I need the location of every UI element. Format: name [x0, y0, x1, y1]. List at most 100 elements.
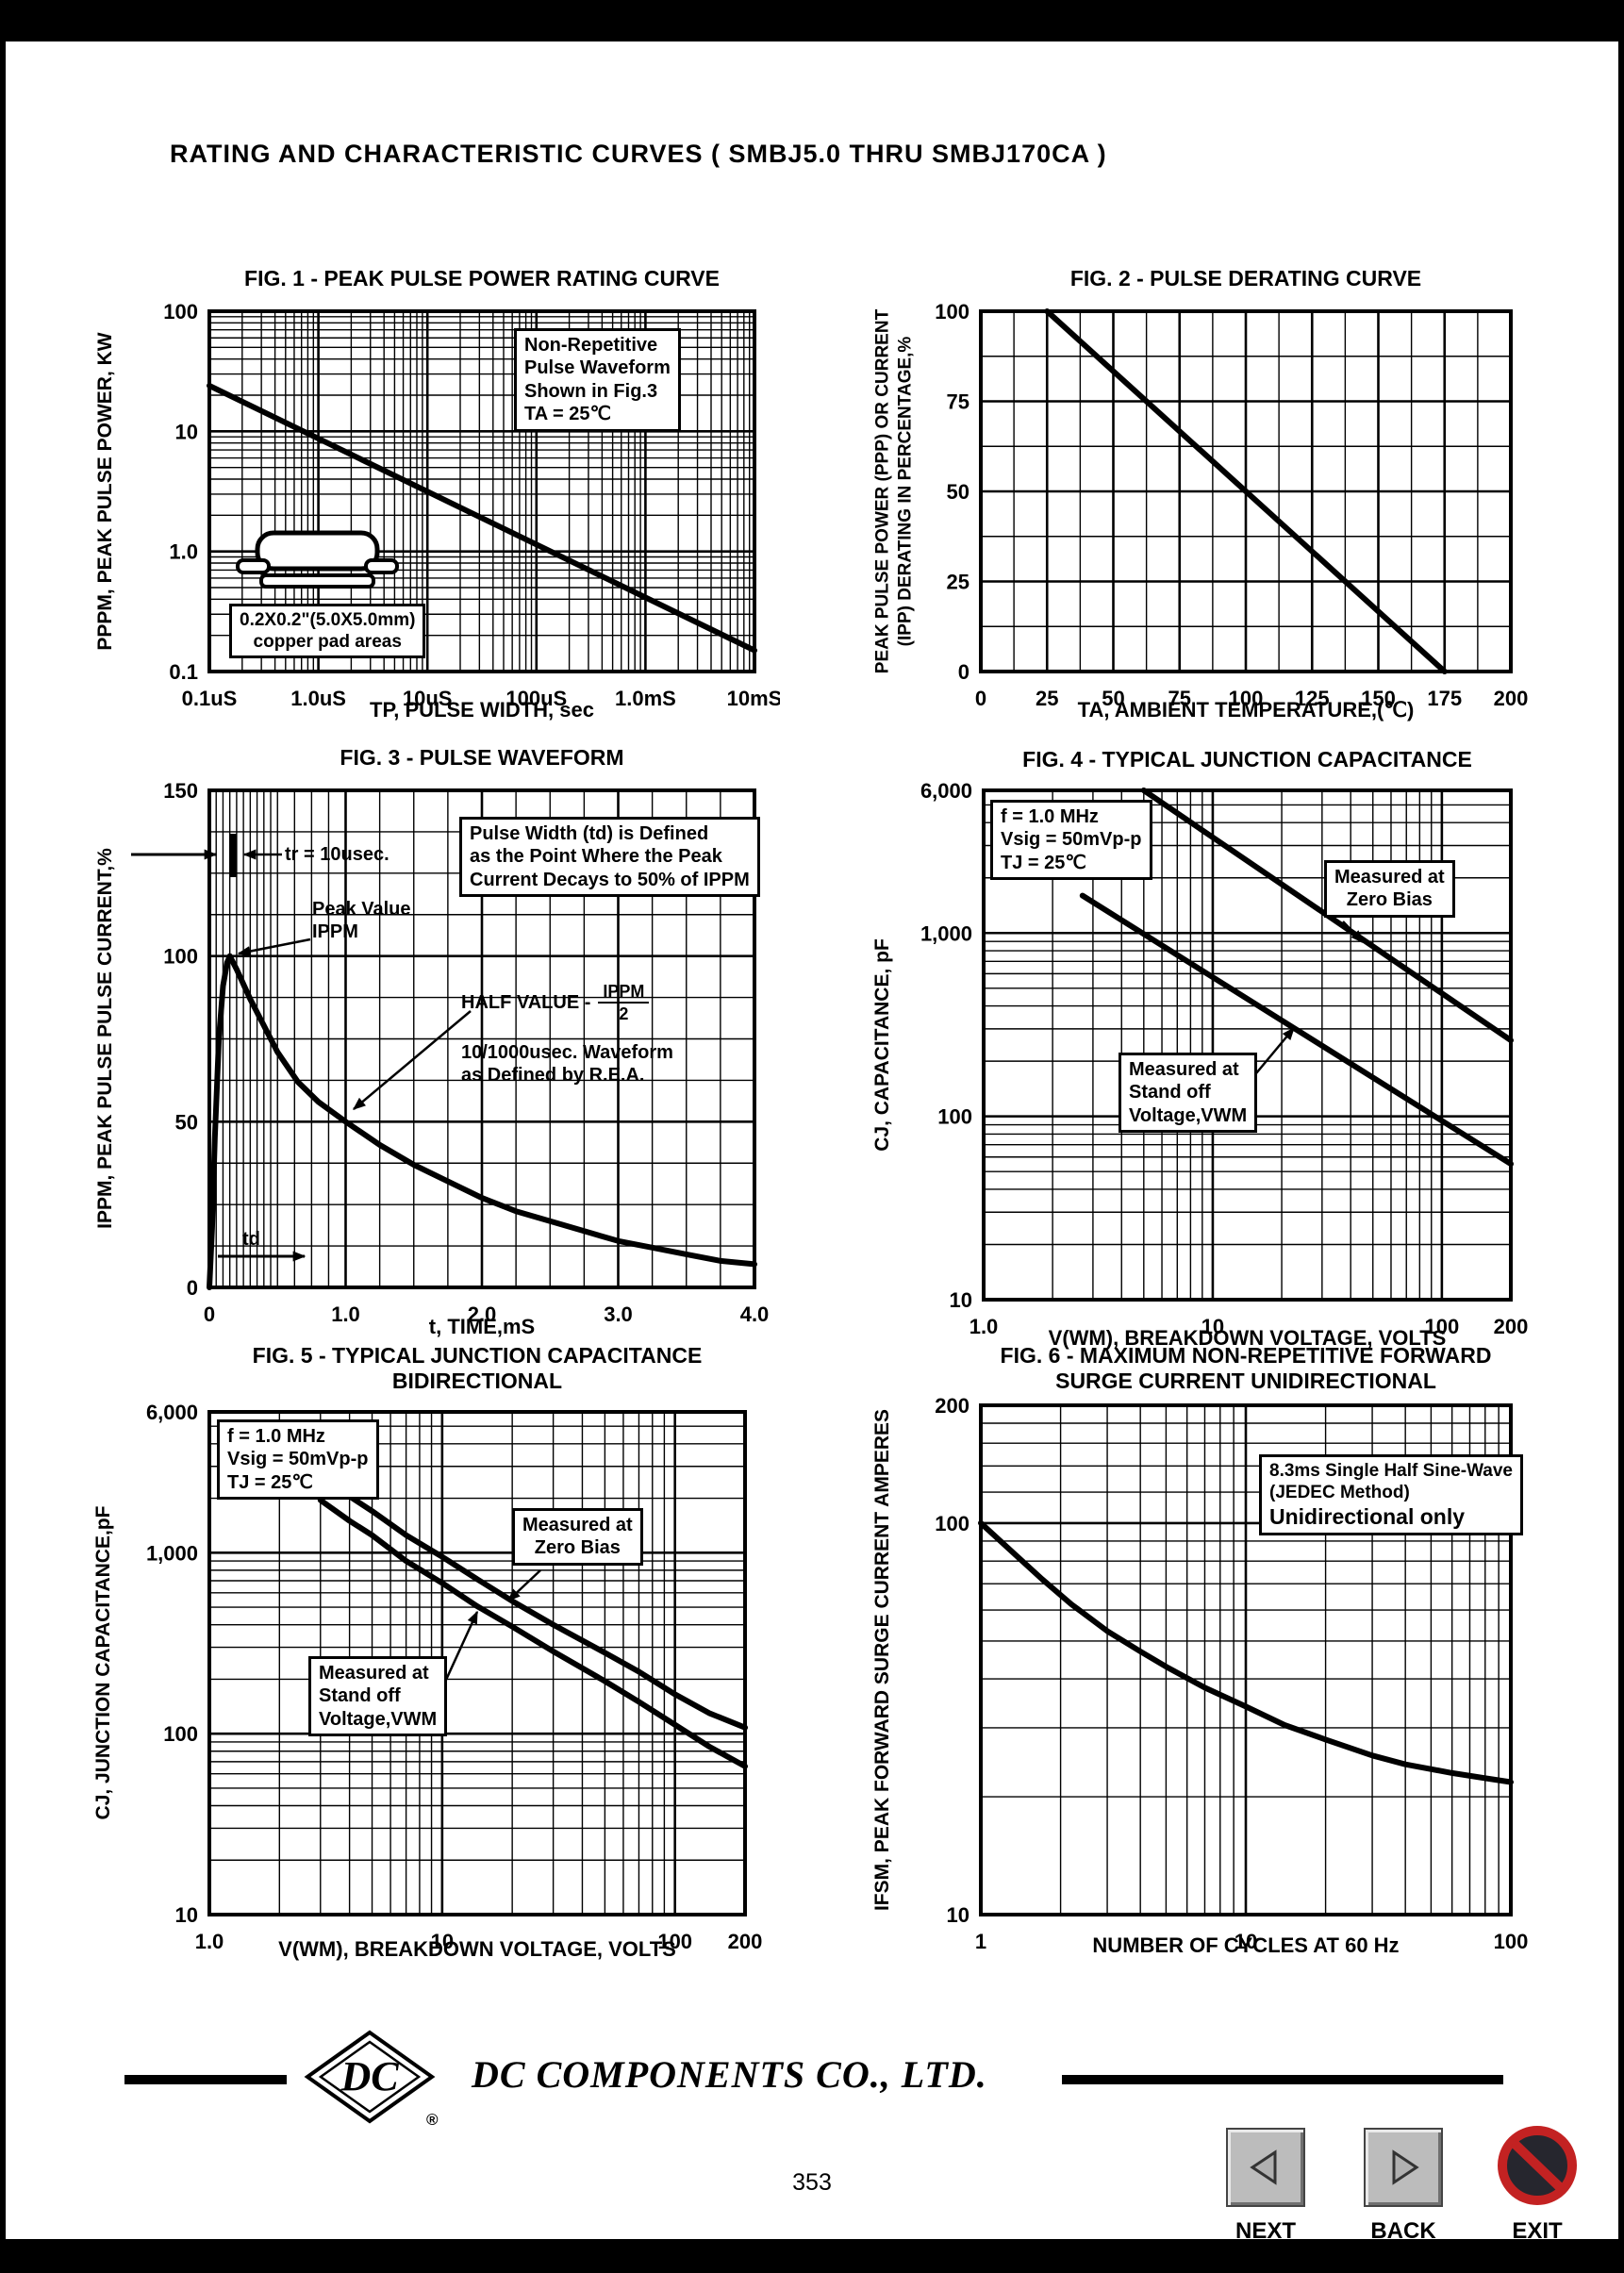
page-title: RATING AND CHARACTERISTIC CURVES ( SMBJ5…: [170, 140, 1107, 168]
page-number: 353: [792, 2169, 832, 2196]
fig6-title: FIG. 6 - MAXIMUM NON-REPETITIVE FORWARD …: [981, 1343, 1511, 1394]
svg-text:2.0: 2.0: [468, 1302, 497, 1326]
text-line: Zero Bias: [534, 1537, 621, 1559]
fig6-note: 8.3ms Single Half Sine-Wave (JEDEC Metho…: [1259, 1454, 1523, 1536]
text-line: Voltage,VWM: [1129, 1104, 1248, 1126]
text-line: TA = 25℃: [524, 404, 611, 425]
svg-text:0: 0: [958, 660, 969, 684]
smb-package-icon: [236, 530, 399, 589]
svg-text:10uS: 10uS: [403, 687, 453, 710]
registered-mark: ®: [426, 2111, 439, 2129]
text-line: SURGE CURRENT UNIDIRECTIONAL: [1055, 1369, 1436, 1394]
next-button[interactable]: [1226, 2128, 1305, 2207]
svg-text:150: 150: [163, 779, 198, 803]
svg-text:200: 200: [1494, 687, 1529, 710]
svg-text:100: 100: [163, 300, 198, 324]
page-border-bottom: [0, 2239, 1624, 2273]
svg-text:100: 100: [1494, 1930, 1529, 1953]
text-line: Voltage,VWM: [319, 1708, 438, 1730]
svg-text:10: 10: [1201, 1315, 1224, 1338]
logo-text: DC: [340, 2053, 399, 2099]
fig4-y-axis-label: CJ, CAPACITANCE, pF: [871, 938, 893, 1152]
text-line: Measured at: [1334, 867, 1445, 888]
fraction: IPPM 2: [598, 983, 650, 1022]
text-line: IPPM: [312, 921, 358, 943]
back-button[interactable]: [1364, 2128, 1443, 2207]
svg-text:0.1uS: 0.1uS: [182, 687, 238, 710]
svg-text:50: 50: [947, 480, 969, 504]
fig3-tr-label: tr = 10usec.: [285, 844, 389, 865]
next-label[interactable]: NEXT: [1235, 2218, 1296, 2244]
svg-text:10: 10: [175, 1903, 198, 1927]
svg-text:200: 200: [935, 1394, 969, 1418]
fig3-title: FIG. 3 - PULSE WAVEFORM: [340, 745, 624, 770]
svg-text:200: 200: [1494, 1315, 1529, 1338]
fig5-chart: 1.0 10 100 200 6,000 1,000 100 10 f = 1.0 MHz V…: [120, 1395, 780, 1975]
exit-label[interactable]: EXIT: [1512, 2218, 1563, 2244]
fig3-rea-note: 10/1000usec. Waveform as Defined by R.E.…: [461, 1041, 673, 1087]
fig3-td-label: td: [242, 1229, 260, 1250]
svg-text:1: 1: [975, 1930, 986, 1953]
fig1-canvas: 0.1uS 1.0uS 10uS 100uS 1.0mS 10mS 100 10 1.0 0.1: [163, 300, 780, 710]
svg-text:1.0: 1.0: [331, 1302, 360, 1326]
fig2-canvas: 0 25 50 75 100 125 150 175 200 100 75 50 25 0: [935, 300, 1529, 710]
svg-text:175: 175: [1427, 687, 1462, 710]
fig5-title: FIG. 5 - TYPICAL JUNCTION CAPACITANCE BI…: [209, 1343, 745, 1394]
fig1-note: Non-Repetitive Pulse Waveform Shown in F…: [514, 328, 681, 432]
text-line: Measured at: [522, 1515, 633, 1535]
svg-text:10mS: 10mS: [727, 687, 780, 710]
fig4-standoff-label: Measured at Stand off Voltage,VWM: [1119, 1053, 1258, 1134]
fig4-chart: 1.0 10 100 200 6,000 1,000 100 10 f = 1.0 MHz V…: [894, 773, 1554, 1358]
fig5-zero-bias-label: Measured at Zero Bias: [512, 1508, 643, 1566]
svg-text:0: 0: [187, 1276, 198, 1300]
svg-text:1.0: 1.0: [195, 1930, 224, 1953]
fig3-half-value-label: HALF VALUE - IPPM 2: [461, 983, 650, 1022]
svg-text:10: 10: [175, 420, 198, 443]
text-line: Zero Bias: [1346, 889, 1433, 911]
fig1-title: FIG. 1 - PEAK PULSE POWER RATING CURVE: [244, 266, 720, 290]
svg-text:150: 150: [1361, 687, 1396, 710]
page-border-right: [1618, 0, 1624, 2273]
fig3-x-axis-label: t, TIME,mS: [428, 1315, 536, 1338]
page-border-top: [0, 0, 1624, 41]
fig1-pad-note: 0.2X0.2"(5.0X5.0mm) copper pad areas: [229, 604, 426, 659]
svg-text:6,000: 6,000: [920, 779, 972, 803]
back-label[interactable]: BACK: [1370, 2218, 1436, 2244]
svg-text:25: 25: [1036, 687, 1058, 710]
text-line: Vsig = 50mVp-p: [227, 1449, 369, 1470]
svg-text:50: 50: [175, 1110, 198, 1134]
dc-components-logo: DC: [304, 2030, 436, 2124]
text-line: TJ = 25℃: [1001, 852, 1086, 873]
fig3-canvas: 0 1.0 2.0 3.0 4.0 150 100 50 0: [131, 779, 770, 1326]
svg-text:6,000: 6,000: [146, 1401, 198, 1424]
text-line: as the Point Where the Peak: [470, 846, 722, 868]
next-triangle-icon: [1250, 2149, 1277, 2185]
footer-rule-right: [1062, 2075, 1503, 2084]
fig5-canvas: 1.0 10 100 200 6,000 1,000 100 10: [146, 1401, 762, 1953]
fig6-x-axis-label: NUMBER OF CYCLES AT 60 Hz: [1092, 1933, 1400, 1957]
svg-text:10: 10: [950, 1288, 972, 1312]
fig5-y-axis-label: CJ, JUNCTION CAPACITANCE,pF: [92, 1505, 114, 1820]
back-triangle-icon: [1392, 2149, 1419, 2185]
svg-text:125: 125: [1295, 687, 1330, 710]
svg-text:4.0: 4.0: [740, 1302, 770, 1326]
text-line: PEAK PULSE POWER (PPP) OR CURRENT: [872, 308, 893, 674]
exit-prohibition-icon: [1498, 2126, 1577, 2205]
fig2-title: FIG. 2 - PULSE DERATING CURVE: [1069, 266, 1422, 290]
svg-text:100: 100: [657, 1930, 692, 1953]
fig1-y-axis-label: PPPM, PEAK PULSE POWER, KW: [94, 332, 116, 651]
svg-text:25: 25: [947, 571, 969, 594]
text-line: TJ = 25℃: [227, 1471, 313, 1493]
svg-text:100: 100: [1425, 1315, 1460, 1338]
text-line: Measured at: [319, 1663, 429, 1684]
text-line: Unidirectional only: [1269, 1504, 1466, 1530]
text-line: as Defined by R.E.A.: [461, 1065, 645, 1087]
exit-button[interactable]: [1494, 2122, 1581, 2214]
fig3-chart: 0 1.0 2.0 3.0 4.0 150 100 50 0 tr = 10usec. Peak…: [120, 773, 780, 1344]
text-line: f = 1.0 MHz: [1001, 806, 1099, 827]
company-name: DC COMPONENTS CO., LTD.: [472, 2053, 987, 2096]
fig4-x-axis-label: V(WM), BREAKDOWN VOLTAGE, VOLTS: [1048, 1326, 1447, 1350]
svg-text:100: 100: [935, 300, 969, 324]
svg-text:1.0mS: 1.0mS: [615, 687, 676, 710]
page-border-left: [0, 0, 6, 2273]
